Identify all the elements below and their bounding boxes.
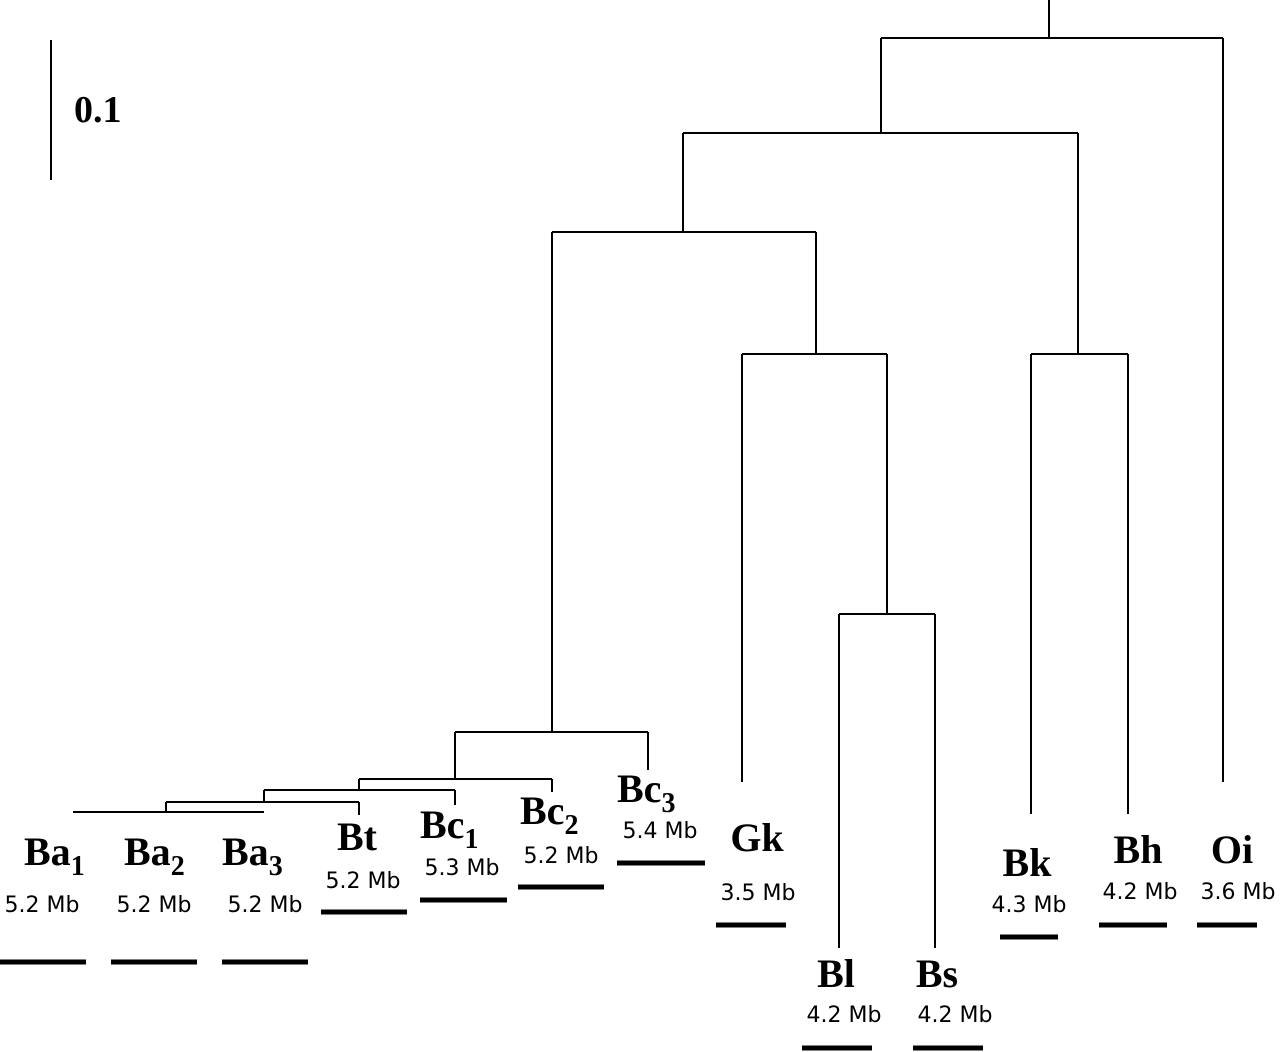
taxon-bc2-size: 5.2 Mb (524, 844, 599, 869)
taxon-oi-size: 3.6 Mb (1201, 880, 1276, 905)
scale-bar-group: 0.1 (50, 40, 122, 180)
taxon-bk-size: 4.3 Mb (992, 893, 1067, 918)
taxon-bs-name: Bs (916, 951, 958, 996)
tree-branches (73, 0, 1224, 948)
taxon-ba1-name: Ba1 (24, 829, 85, 882)
taxon-bc3-size: 5.4 Mb (623, 819, 698, 844)
taxon-ba3-size: 5.2 Mb (228, 893, 303, 918)
taxon-bk-name: Bk (1003, 840, 1053, 885)
taxon-gk-name: Gk (730, 815, 784, 860)
taxon-ba1-size: 5.2 Mb (5, 893, 80, 918)
taxon-bc1-name: Bc1 (420, 802, 478, 855)
taxon-bl-size: 4.2 Mb (807, 1003, 882, 1028)
taxon-bc1-size: 5.3 Mb (425, 856, 500, 881)
taxon-ba2-name: Ba2 (124, 829, 185, 882)
taxon-labels: Ba1 5.2 Mb Ba2 5.2 Mb Ba3 5.2 Mb Bt 5.2 … (0, 766, 1276, 1051)
taxon-gk-size: 3.5 Mb (721, 881, 796, 906)
taxon-oi-name: Oi (1211, 827, 1253, 872)
taxon-ba2-size: 5.2 Mb (117, 893, 192, 918)
taxon-ba3-name: Ba3 (222, 829, 283, 882)
taxon-bh-name: Bh (1114, 827, 1163, 872)
taxon-bc2-name: Bc2 (520, 788, 578, 841)
taxon-bs-size: 4.2 Mb (918, 1003, 993, 1028)
taxon-bl-name: Bl (817, 951, 855, 996)
taxon-bc3-name: Bc3 (617, 766, 675, 819)
taxon-bt-size: 5.2 Mb (326, 869, 401, 894)
taxon-bt-name: Bt (337, 814, 378, 859)
taxon-bh-size: 4.2 Mb (1103, 880, 1178, 905)
scale-bar-label: 0.1 (74, 89, 122, 131)
